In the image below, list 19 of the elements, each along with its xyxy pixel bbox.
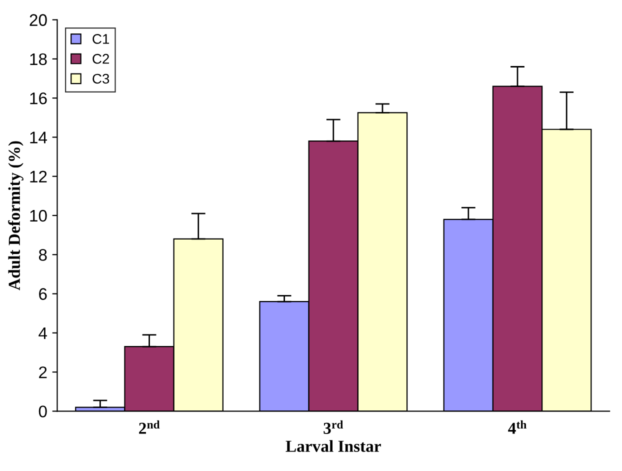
y-tick-label: 12	[30, 170, 47, 182]
x-tick-label: 2$^{nd}$	[139, 420, 160, 434]
x-axis-title: Larval Instar	[286, 440, 381, 452]
y-tick-label: 20	[30, 14, 47, 26]
y-tick-label: 10	[30, 210, 47, 222]
y-tick-label: 0	[38, 406, 47, 418]
y-tick-label: 4	[38, 327, 48, 339]
y-tick-label: 8	[38, 249, 47, 261]
legend-label: C3	[92, 74, 110, 84]
legend-label: C1	[92, 34, 110, 44]
y-axis-title: Adult Deformity (%)	[8, 141, 24, 290]
y-tick-label: 14	[30, 132, 48, 144]
y-tick-label: 18	[30, 53, 47, 66]
legend-label: C2	[92, 54, 110, 64]
x-tick-label: 3$^{rd}$	[324, 420, 344, 434]
y-tick-label: 6	[39, 288, 47, 300]
x-tick-label: 4$^{th}$	[508, 420, 526, 434]
y-tick-label: 16	[30, 92, 47, 104]
y-tick-label: 2	[39, 366, 47, 378]
